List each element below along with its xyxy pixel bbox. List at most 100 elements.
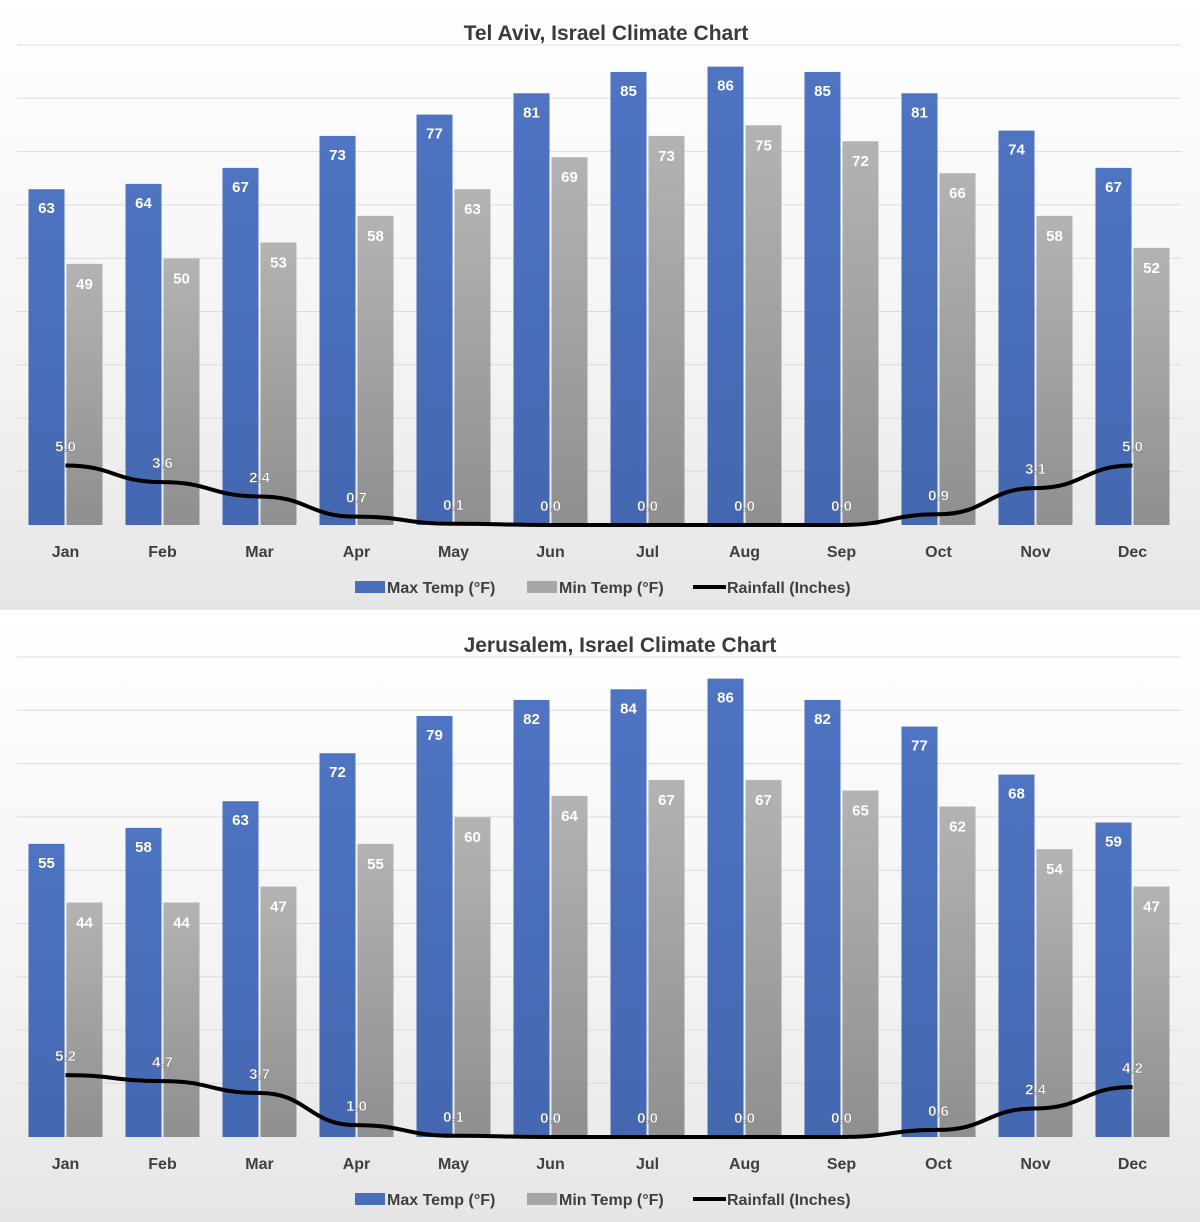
data-label-max: 68 <box>1008 786 1025 803</box>
data-label-max: 81 <box>911 104 928 121</box>
data-label-rain: 1.0 <box>346 1098 367 1115</box>
data-label-rain: 0.0 <box>540 1110 561 1127</box>
data-label-min: 72 <box>852 153 869 170</box>
bar-max-temp <box>416 715 453 1137</box>
bar-min-temp <box>939 806 976 1137</box>
bar-min-temp <box>66 263 103 525</box>
legend-label-min: Min Temp (°F) <box>559 1192 664 1209</box>
data-label-max: 82 <box>814 711 831 728</box>
data-label-max: 86 <box>717 690 734 707</box>
data-label-rain: 0.0 <box>734 1110 755 1127</box>
bar-min-temp <box>842 141 879 526</box>
data-label-min: 60 <box>464 829 481 846</box>
x-tick-label: Feb <box>148 544 177 561</box>
data-label-max: 59 <box>1105 834 1122 851</box>
rain-labels: 5.2 4.7 3.7 1.0 0.1 0.0 0.0 0.0 0.0 0.6 2.4 4.2 <box>55 1048 1143 1127</box>
bar-max-temp <box>707 678 744 1137</box>
data-label-rain: 5.0 <box>55 439 76 456</box>
bar-min-temp <box>1133 247 1170 525</box>
bar-max-temp <box>125 827 162 1137</box>
data-label-rain: 0.0 <box>637 498 658 515</box>
legend-swatch-max <box>355 581 385 593</box>
data-label-min: 55 <box>367 856 384 873</box>
bar-max-temp <box>901 726 938 1137</box>
legend-label-max: Max Temp (°F) <box>387 580 495 597</box>
x-tick-label: Dec <box>1118 544 1147 561</box>
data-label-rain: 0.0 <box>734 498 755 515</box>
x-tick-label: Aug <box>729 1156 760 1173</box>
bar-max-temp <box>513 93 550 526</box>
data-label-rain: 2.4 <box>249 469 271 486</box>
chart-svg-tel-aviv: Tel Aviv, Israel Climate Chart 63 49 Jan 64… <box>17 22 1181 597</box>
bar-max-temp <box>222 167 259 525</box>
bar-min-temp <box>648 135 685 525</box>
bar-max-temp <box>319 135 356 525</box>
x-tick-label: Sep <box>827 1156 857 1173</box>
x-tick-label: Apr <box>343 544 371 561</box>
bars <box>28 678 1170 1137</box>
data-label-max: 67 <box>232 179 249 196</box>
bar-min-temp <box>745 125 782 525</box>
x-tick-label: Nov <box>1020 1156 1050 1173</box>
data-label-max: 79 <box>426 727 443 744</box>
legend-label-rain: Rainfall (Inches) <box>727 1192 851 1209</box>
labels: 63 49 Jan 64 50 Feb 67 53 Mar 73 58 Apr 77 63 May 81 69 J… <box>38 78 1160 561</box>
data-label-min: 58 <box>1046 228 1063 245</box>
data-label-rain: 4.2 <box>1122 1060 1143 1077</box>
bar-max-temp <box>513 699 550 1137</box>
data-label-rain: 0.1 <box>443 497 464 514</box>
data-label-rain: 0.9 <box>928 487 949 504</box>
x-tick-label: Dec <box>1118 1156 1147 1173</box>
bar-max-temp <box>125 183 162 525</box>
x-tick-label: Mar <box>245 544 273 561</box>
tel-aviv-climate-chart: Tel Aviv, Israel Climate Chart 63 49 Jan 64… <box>0 0 1200 610</box>
data-label-min: 54 <box>1046 861 1063 878</box>
data-label-max: 84 <box>620 700 637 717</box>
data-label-min: 75 <box>755 137 772 154</box>
chart-title: Jerusalem, Israel Climate Chart <box>464 634 777 657</box>
bar-min-temp <box>1036 849 1073 1137</box>
bar-max-temp <box>28 189 65 525</box>
legend-label-max: Max Temp (°F) <box>387 1192 495 1209</box>
data-label-max: 74 <box>1008 142 1025 159</box>
x-tick-label: May <box>438 1156 469 1173</box>
data-label-rain: 0.0 <box>540 498 561 515</box>
rain-labels: 5.0 3.6 2.4 0.7 0.1 0.0 0.0 0.0 0.0 0.9 3.1 5.0 <box>55 438 1143 515</box>
data-label-min: 73 <box>658 148 675 165</box>
x-tick-label: Oct <box>925 544 952 561</box>
bar-max-temp <box>901 93 938 526</box>
bar-max-temp <box>610 71 647 525</box>
bar-min-temp <box>163 902 200 1137</box>
bar-min-temp <box>551 157 588 526</box>
data-label-min: 65 <box>852 803 869 820</box>
x-tick-label: Mar <box>245 1156 273 1173</box>
legend-swatch-min <box>527 581 557 593</box>
data-label-max: 81 <box>523 104 540 121</box>
bar-max-temp <box>28 843 65 1137</box>
data-label-max: 55 <box>38 855 55 872</box>
data-label-min: 67 <box>755 792 772 809</box>
data-label-min: 66 <box>949 185 966 202</box>
jerusalem-climate-chart: Jerusalem, Israel Climate Chart 55 44 Jan 5… <box>0 612 1200 1222</box>
bar-max-temp <box>804 71 841 525</box>
data-label-max: 82 <box>523 711 540 728</box>
data-label-max: 67 <box>1105 179 1122 196</box>
bar-max-temp <box>222 801 259 1137</box>
bar-max-temp <box>998 774 1035 1137</box>
bar-max-temp <box>804 699 841 1137</box>
data-label-max: 72 <box>329 764 346 781</box>
bar-max-temp <box>610 689 647 1137</box>
data-label-max: 85 <box>620 83 637 100</box>
legend: Max Temp (°F) Min Temp (°F) Rainfall (Inch… <box>355 580 851 597</box>
data-label-rain: 4.7 <box>152 1054 173 1071</box>
data-label-rain: 0.6 <box>928 1103 949 1120</box>
legend-swatch-max <box>355 1193 385 1205</box>
bar-min-temp <box>745 779 782 1137</box>
data-label-rain: 5.0 <box>1122 439 1143 456</box>
data-label-rain: 0.7 <box>346 490 367 507</box>
data-label-rain: 3.6 <box>152 455 173 472</box>
legend-label-min: Min Temp (°F) <box>559 580 664 597</box>
chart-divider <box>0 610 1200 612</box>
data-label-rain: 3.7 <box>249 1066 270 1083</box>
data-label-min: 44 <box>76 914 93 931</box>
